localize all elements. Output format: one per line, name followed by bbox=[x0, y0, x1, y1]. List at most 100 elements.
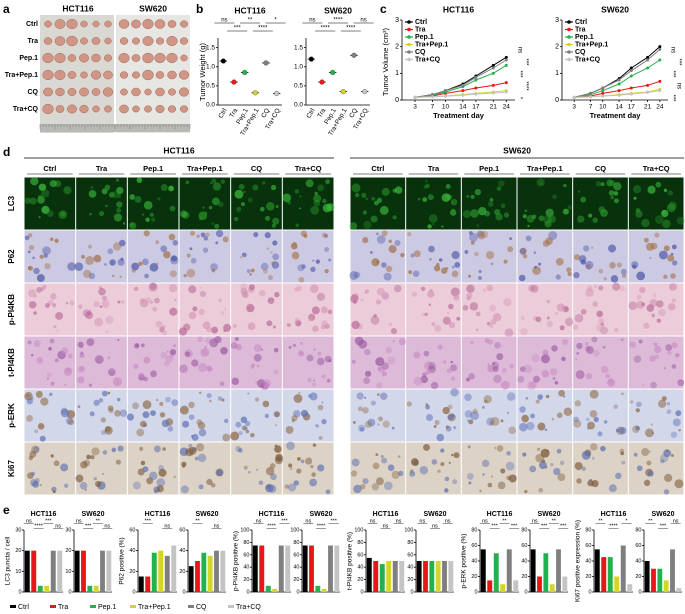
micrograph-texture bbox=[313, 348, 316, 351]
micrograph-texture bbox=[613, 182, 622, 191]
micrograph-texture bbox=[328, 258, 332, 262]
micrograph-texture bbox=[321, 401, 324, 404]
legend-swatch bbox=[567, 57, 571, 62]
micrograph-texture bbox=[234, 189, 244, 199]
point bbox=[629, 69, 633, 73]
x-tick-label: 17 bbox=[628, 104, 636, 111]
micrograph-texture bbox=[288, 463, 293, 468]
micrograph-texture bbox=[534, 265, 537, 269]
micrograph-texture bbox=[264, 232, 271, 239]
micrograph-texture bbox=[496, 186, 502, 191]
point bbox=[589, 95, 593, 99]
micrograph-texture bbox=[98, 287, 106, 296]
micrograph-texture bbox=[93, 301, 100, 308]
y-tick-label: 0 bbox=[588, 589, 591, 595]
micrograph-texture bbox=[200, 232, 206, 238]
micrograph-texture bbox=[185, 351, 191, 357]
micrograph-texture bbox=[292, 343, 297, 348]
micrograph-texture bbox=[111, 274, 115, 278]
y-tick-label: 60 bbox=[585, 543, 591, 549]
micrograph-texture bbox=[356, 392, 364, 400]
micrograph-texture bbox=[517, 375, 525, 383]
bar bbox=[37, 585, 43, 592]
dot bbox=[242, 69, 248, 76]
micrograph-texture bbox=[44, 262, 51, 270]
micrograph-texture bbox=[108, 191, 115, 198]
panel-letter: d bbox=[3, 145, 10, 159]
row-label: Tra bbox=[27, 38, 38, 45]
micrograph-texture bbox=[669, 282, 677, 291]
micrograph-texture bbox=[185, 448, 194, 457]
bar bbox=[220, 550, 226, 592]
bar bbox=[549, 584, 555, 592]
tumor bbox=[79, 87, 89, 97]
micrograph-texture bbox=[651, 313, 655, 318]
significance: * bbox=[274, 18, 277, 24]
micrograph-texture bbox=[191, 359, 199, 367]
micrograph-texture bbox=[145, 217, 150, 222]
micrograph-texture bbox=[388, 322, 393, 327]
micrograph-texture bbox=[234, 216, 239, 222]
x-tick-label: 24 bbox=[656, 104, 664, 111]
micrograph-texture bbox=[269, 463, 276, 469]
y-tick-label: 40 bbox=[521, 558, 527, 564]
micrograph bbox=[179, 177, 231, 230]
micrograph-texture bbox=[299, 195, 302, 198]
micrograph-texture bbox=[308, 317, 313, 322]
micrograph-texture bbox=[39, 254, 44, 259]
micrograph-texture bbox=[474, 188, 482, 196]
micrograph-texture bbox=[222, 433, 231, 442]
micrograph-texture bbox=[581, 450, 591, 460]
legend-label: Tra+CQ bbox=[236, 604, 261, 611]
micrograph-texture bbox=[190, 257, 197, 264]
micrograph-texture bbox=[286, 323, 291, 327]
micrograph-texture bbox=[50, 381, 55, 386]
y-tick-label: 80 bbox=[585, 527, 591, 533]
micrograph-texture bbox=[535, 399, 540, 404]
micrograph-texture bbox=[429, 257, 432, 261]
micrograph-texture bbox=[591, 456, 595, 460]
micrograph-texture bbox=[483, 395, 492, 404]
bar bbox=[448, 561, 454, 592]
chart-title: HCT116 bbox=[31, 511, 57, 518]
micrograph-texture bbox=[168, 233, 176, 241]
column-label: Tra+Pep.1 bbox=[187, 164, 223, 173]
micrograph-texture bbox=[40, 397, 49, 406]
micrograph-texture bbox=[210, 182, 213, 185]
micrograph-texture bbox=[131, 262, 140, 271]
micrograph-texture bbox=[388, 245, 397, 254]
micrograph-texture bbox=[310, 205, 320, 215]
micrograph bbox=[350, 389, 406, 442]
micrograph-texture bbox=[500, 203, 506, 209]
micrograph-texture bbox=[509, 364, 515, 369]
bar bbox=[214, 550, 219, 592]
significance: *** bbox=[281, 518, 288, 524]
y-tick-label: 100 bbox=[404, 527, 413, 533]
micrograph-texture bbox=[520, 316, 525, 321]
tumor bbox=[131, 87, 141, 97]
micrograph-texture bbox=[671, 364, 677, 369]
significance: ns bbox=[482, 518, 488, 524]
micrograph-texture bbox=[320, 306, 328, 314]
micrograph-texture bbox=[453, 452, 460, 459]
dot bbox=[274, 90, 280, 97]
micrograph-texture bbox=[223, 418, 229, 424]
micrograph-texture bbox=[159, 401, 164, 406]
micrograph-texture bbox=[139, 298, 149, 308]
micrograph-texture bbox=[619, 426, 627, 435]
tumor bbox=[132, 105, 140, 113]
micrograph-texture bbox=[506, 451, 511, 456]
micrograph-texture bbox=[409, 470, 416, 477]
bar bbox=[493, 553, 499, 592]
dot bbox=[362, 89, 368, 95]
micrograph-texture bbox=[470, 340, 474, 345]
y-tick-label: 80 bbox=[407, 540, 413, 546]
micrograph-texture bbox=[162, 447, 166, 451]
micrograph-texture bbox=[307, 394, 312, 398]
micrograph-texture bbox=[542, 240, 550, 247]
column-label: Tra bbox=[428, 164, 440, 173]
micrograph-texture bbox=[678, 429, 681, 432]
significance: ns bbox=[432, 523, 438, 529]
significance: ns bbox=[256, 518, 262, 524]
micrograph-texture bbox=[533, 375, 541, 383]
